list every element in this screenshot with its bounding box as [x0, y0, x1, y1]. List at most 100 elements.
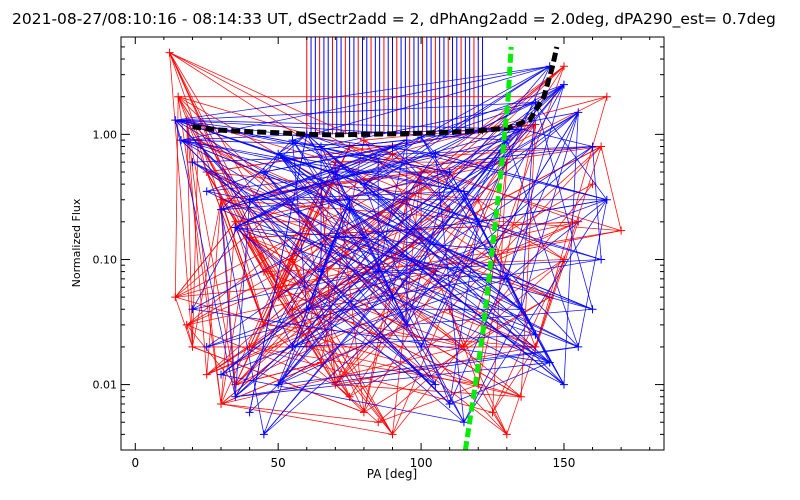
blue-series-connector: [363, 237, 579, 348]
blue-series-point: [288, 342, 297, 351]
red-series-connector: [186, 324, 336, 385]
red-series-connector: [278, 221, 579, 288]
red-series-connector: [175, 271, 265, 298]
red-series-connector: [249, 237, 508, 435]
red-series-point: [202, 370, 211, 379]
blue-series-point: [177, 136, 186, 145]
blue-series-connector: [220, 199, 350, 211]
blue-series-connector: [420, 65, 550, 138]
red-series-connector: [220, 346, 465, 405]
red-series-connector: [600, 146, 622, 231]
blue-series-connector: [235, 139, 508, 397]
blue-series-point: [417, 342, 426, 351]
blue-series-point: [374, 267, 383, 276]
red-series-point: [559, 62, 568, 71]
red-series-point: [345, 392, 354, 401]
blue-series-connector: [277, 153, 550, 363]
blue-series-connector: [277, 237, 365, 385]
blue-series-connector: [363, 183, 565, 385]
blue-series-connector: [249, 102, 536, 201]
red-series-connector: [335, 384, 522, 398]
red-series-point: [574, 217, 583, 226]
red-series-point: [171, 293, 180, 302]
blue-series-point: [431, 149, 440, 158]
blue-series-point: [259, 168, 268, 177]
red-series-point: [617, 226, 626, 235]
blue-series-connector: [220, 374, 465, 423]
blue-series-connector: [434, 153, 465, 423]
blue-series-connector: [181, 139, 393, 147]
blue-series-connector: [180, 139, 550, 363]
blue-series-connector: [292, 278, 507, 348]
y-tick-label: 1.00: [93, 128, 118, 141]
blue-series-point: [445, 168, 454, 177]
blue-series-connector: [234, 199, 350, 397]
blue-series-connector: [206, 146, 593, 192]
blue-series-connector: [220, 209, 579, 348]
red-series-point: [188, 342, 197, 351]
blue-series-point: [331, 168, 340, 177]
blue-series-point: [217, 370, 226, 379]
blue-series-point: [574, 342, 583, 351]
blue-series-point: [202, 342, 211, 351]
blue-series-point: [345, 195, 354, 204]
blue-series-connector: [175, 119, 250, 201]
blue-series-connector: [420, 136, 479, 223]
blue-series-point: [588, 142, 597, 151]
red-series-connector: [169, 52, 293, 260]
blue-series-point: [459, 418, 468, 427]
blue-series-connector: [363, 111, 579, 238]
blue-series-connector: [506, 139, 579, 348]
blue-series-connector: [174, 120, 236, 397]
blue-series-connector: [192, 271, 379, 310]
blue-series-connector: [180, 139, 593, 310]
blue-series-connector: [292, 146, 593, 348]
blue-series-point: [331, 233, 340, 242]
blue-series-connector: [363, 183, 602, 260]
red-series-point: [359, 408, 368, 417]
blue-series-connector: [278, 153, 365, 185]
red-series-connector: [349, 271, 436, 397]
blue-series-connector: [306, 259, 602, 310]
red-series-connector: [335, 146, 602, 163]
blue-series-point: [531, 330, 540, 339]
blue-series-connector: [520, 112, 579, 310]
blue-series-point: [517, 305, 526, 314]
blue-series-point: [445, 399, 454, 408]
red-series-connector: [220, 403, 393, 435]
blue-series-point: [431, 380, 440, 389]
blue-series-connector: [406, 308, 593, 326]
blue-series-connector: [449, 362, 550, 405]
red-series-point: [559, 255, 568, 264]
y-tick-label: 0.01: [93, 379, 118, 392]
red-series-point: [165, 48, 174, 57]
red-series-point: [597, 142, 606, 151]
red-series-connector: [335, 161, 450, 211]
blue-series-connector: [449, 112, 579, 405]
blue-series-connector: [263, 171, 422, 348]
red-series-connector: [169, 52, 193, 347]
blue-series-point: [588, 305, 597, 314]
red-series-connector: [175, 296, 522, 398]
blue-series-connector: [235, 346, 579, 398]
blue-series-connector: [235, 227, 465, 423]
plot-data: [165, 37, 626, 450]
red-series-point: [517, 392, 526, 401]
blue-series-connector: [206, 296, 393, 348]
blue-series-connector: [234, 199, 251, 397]
blue-series-connector: [220, 209, 236, 397]
blue-series-connector: [292, 139, 493, 250]
blue-series-connector: [192, 308, 550, 363]
blue-series-connector: [292, 237, 336, 348]
blue-series-connector: [180, 139, 465, 192]
red-series-connector: [186, 120, 222, 405]
blue-series-point: [245, 408, 254, 417]
blue-series-point: [459, 187, 468, 196]
blue-series-connector: [449, 171, 493, 250]
blue-series-point: [402, 136, 411, 145]
blue-series-connector: [277, 153, 522, 310]
blue-series-point: [171, 116, 180, 125]
blue-series-point: [474, 217, 483, 226]
blue-series-point: [597, 255, 606, 264]
blue-series-connector: [180, 139, 602, 260]
